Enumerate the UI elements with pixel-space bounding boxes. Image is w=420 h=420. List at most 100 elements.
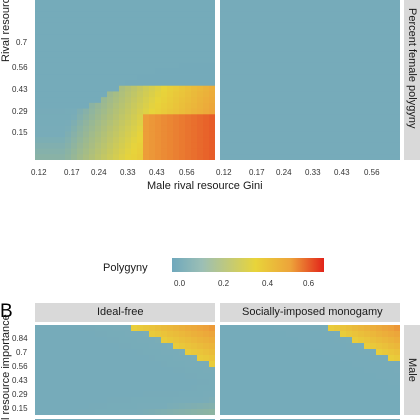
heatmap-cell (370, 403, 377, 410)
heatmap-cell (232, 331, 239, 338)
heatmap-cell (185, 137, 192, 144)
heatmap-cell (209, 125, 215, 133)
heatmap-cell (334, 349, 341, 356)
heatmap-b-ideal-free-male (35, 325, 215, 415)
heatmap-cell (209, 80, 215, 87)
heatmap-cell (155, 403, 162, 410)
heatmap-cell (256, 40, 263, 47)
heatmap-cell (179, 34, 186, 41)
heatmap-cell (95, 137, 102, 144)
heatmap-cell (143, 385, 150, 392)
heatmap-cell (244, 385, 251, 392)
heatmap-cell (155, 85, 162, 93)
heatmap-cell (376, 361, 383, 368)
heatmap-cell (41, 148, 48, 155)
heatmap-cell (173, 379, 180, 386)
heatmap-cell (280, 74, 287, 81)
heatmap-cell (292, 391, 299, 398)
heatmap-cell (167, 385, 174, 392)
heatmap-cell (304, 331, 311, 338)
y-tick-label: 0.29 (12, 107, 28, 116)
heatmap-cell (47, 349, 54, 356)
heatmap-cell (89, 34, 96, 41)
heatmap-cell (334, 0, 341, 7)
heatmap-cell (209, 349, 215, 356)
heatmap-cell (209, 57, 215, 64)
heatmap-cell (376, 11, 383, 18)
heatmap-cell (113, 379, 120, 386)
heatmap-cell (131, 5, 138, 13)
heatmap-cell (53, 28, 60, 35)
heatmap-cell (226, 11, 233, 18)
heatmap-cell (203, 57, 210, 64)
heatmap-cell (226, 373, 233, 380)
heatmap-cell (220, 137, 227, 144)
heatmap-cell (328, 80, 335, 87)
heatmap-cell (137, 337, 144, 344)
heatmap-cell (376, 367, 383, 374)
heatmap-cell (209, 361, 215, 368)
heatmap-cell (125, 5, 132, 13)
heatmap-cell (179, 62, 186, 70)
heatmap-cell (340, 108, 347, 115)
heatmap-cell (262, 379, 269, 386)
heatmap-cell (119, 45, 126, 53)
heatmap-cell (65, 5, 72, 13)
heatmap-cell (274, 397, 281, 404)
heatmap-cell (71, 379, 78, 386)
heatmap-cell (226, 349, 233, 356)
heatmap-cell (304, 373, 311, 380)
heatmap-cell (340, 57, 347, 64)
heatmap-cell (376, 379, 383, 386)
heatmap-cell (376, 22, 383, 30)
heatmap-cell (328, 34, 335, 41)
heatmap-cell (226, 331, 233, 338)
heatmap-cell (179, 45, 186, 53)
heatmap-cell (394, 337, 400, 344)
heatmap-cell (155, 148, 162, 155)
heatmap-cell (35, 131, 42, 138)
heatmap-cell (191, 28, 198, 35)
heatmap-cell (131, 325, 138, 332)
heatmap-cell (298, 361, 305, 368)
heatmap-cell (143, 154, 150, 160)
heatmap-cell (370, 409, 377, 415)
heatmap-cell (161, 379, 168, 386)
heatmap-cell (197, 5, 204, 13)
heatmap-cell (232, 397, 239, 404)
heatmap-cell (47, 355, 54, 362)
heatmap-cell (89, 325, 96, 332)
heatmap-cell (35, 45, 42, 53)
heatmap-cell (95, 22, 102, 30)
heatmap-cell (226, 125, 233, 133)
heatmap-cell (41, 331, 48, 338)
heatmap-cell (238, 409, 245, 415)
heatmap-cell (304, 391, 311, 398)
heatmap-cell (71, 331, 78, 338)
heatmap-cell (53, 80, 60, 87)
heatmap-cell (280, 120, 287, 127)
heatmap-cell (197, 343, 204, 350)
heatmap-cell (77, 17, 84, 24)
heatmap-cell (388, 11, 395, 18)
heatmap-cell (197, 51, 204, 58)
heatmap-cell (322, 154, 329, 160)
heatmap-cell (256, 355, 263, 362)
heatmap-cell (346, 74, 353, 81)
heatmap-cell (220, 102, 227, 110)
heatmap-cell (280, 85, 287, 93)
heatmap-cell (47, 51, 54, 58)
heatmap-cell (382, 355, 389, 362)
heatmap-cell (274, 343, 281, 350)
heatmap-cell (137, 5, 144, 13)
heatmap-cell (280, 379, 287, 386)
heatmap-cell (119, 62, 126, 70)
heatmap-cell (59, 355, 66, 362)
heatmap-cell (191, 142, 198, 150)
heatmap-cell (137, 17, 144, 24)
heatmap-cell (47, 114, 54, 121)
heatmap-cell (77, 385, 84, 392)
heatmap-cell (113, 403, 120, 410)
heatmap-cell (334, 397, 341, 404)
heatmap-cell (274, 403, 281, 410)
